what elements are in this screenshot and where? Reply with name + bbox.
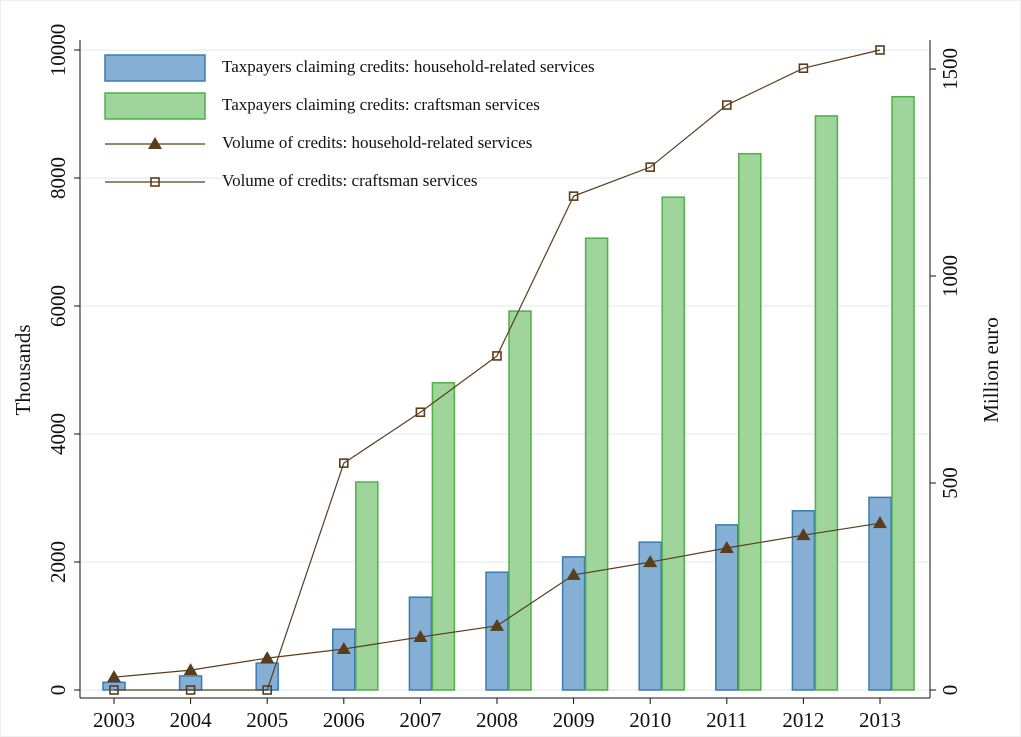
bar: [508, 310, 532, 691]
bar: [431, 382, 456, 691]
bar: [355, 481, 379, 691]
bar: [332, 628, 356, 691]
legend-swatch: [104, 92, 206, 120]
bar: [661, 196, 685, 691]
x-tick-label: 2006: [323, 708, 365, 732]
legend-label: Volume of credits: household-related ser…: [222, 133, 532, 152]
point: [645, 162, 656, 172]
y2-axis-label: Million euro: [979, 317, 1003, 423]
point: [413, 630, 428, 643]
point: [798, 63, 809, 74]
bar: [738, 152, 762, 691]
point: [875, 45, 885, 55]
point: [721, 100, 732, 110]
y-tick-label: 6000: [46, 285, 70, 327]
x-tick-label: 2008: [476, 708, 518, 732]
point: [566, 567, 581, 580]
legend-marker: [150, 177, 160, 187]
point: [643, 555, 658, 568]
point: [796, 528, 811, 541]
bar: [868, 496, 892, 691]
point: [262, 685, 273, 695]
point: [336, 642, 351, 655]
point: [490, 618, 504, 631]
point: [185, 685, 196, 695]
bar: [715, 524, 739, 691]
bar: [178, 675, 203, 691]
x-tick-label: 2009: [553, 708, 595, 732]
bar: [485, 571, 509, 691]
bar: [814, 115, 839, 691]
point: [568, 191, 579, 201]
y-tick-label: 2000: [46, 541, 70, 583]
x-tick-label: 2013: [859, 708, 901, 732]
point: [873, 516, 887, 529]
bar: [561, 556, 586, 691]
bar: [891, 95, 915, 691]
legend-label: Volume of credits: craftsman services: [222, 171, 478, 190]
line: [114, 49, 881, 691]
y-tick-label: 8000: [46, 157, 70, 199]
x-tick-label: 2007: [399, 708, 441, 732]
point: [183, 663, 198, 676]
x-tick-label: 2011: [706, 708, 747, 732]
legend-label: Taxpayers claiming credits: craftsman se…: [222, 95, 540, 114]
point: [492, 351, 502, 361]
x-tick-label: 2003: [93, 708, 135, 732]
point: [260, 651, 275, 664]
y-tick-label: 4000: [46, 413, 70, 455]
y2-tick-label: 500: [938, 467, 962, 499]
legend-swatch: [104, 54, 206, 82]
bar: [584, 237, 609, 691]
y-tick-label: 0: [46, 685, 70, 696]
y-axis-label: Thousands: [11, 325, 35, 416]
bar: [638, 541, 662, 691]
y2-tick-label: 0: [938, 685, 962, 696]
x-tick-label: 2005: [246, 708, 288, 732]
legend-marker: [148, 137, 162, 149]
y-tick-label: 10000: [46, 24, 70, 77]
legend-label: Taxpayers claiming credits: household-re…: [222, 57, 595, 76]
point: [719, 541, 734, 554]
point: [109, 685, 119, 695]
y2-tick-label: 1000: [938, 255, 962, 297]
x-tick-label: 2004: [170, 708, 213, 732]
bar: [791, 510, 816, 691]
point: [338, 458, 349, 468]
bar: [408, 596, 433, 691]
x-tick-label: 2012: [782, 708, 824, 732]
point: [415, 407, 426, 418]
x-tick-label: 2010: [629, 708, 671, 732]
point: [107, 670, 121, 683]
y2-tick-label: 1500: [938, 48, 962, 90]
